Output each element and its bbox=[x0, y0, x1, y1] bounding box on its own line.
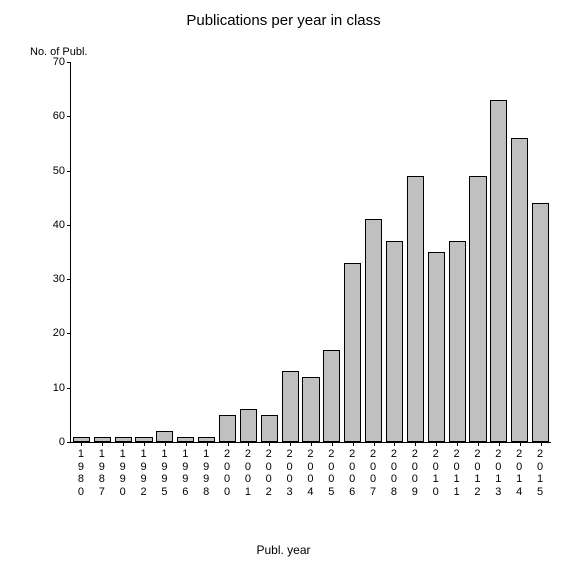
x-tick-label: 2007 bbox=[363, 442, 384, 499]
x-tick-label: 2004 bbox=[301, 442, 322, 499]
y-tick-mark bbox=[67, 279, 71, 280]
bar bbox=[469, 176, 486, 442]
x-tick-label: 1996 bbox=[175, 442, 196, 499]
bar bbox=[386, 241, 403, 442]
bar bbox=[532, 203, 549, 442]
x-tick-label: 2015 bbox=[530, 442, 551, 499]
y-tick-mark bbox=[67, 225, 71, 226]
y-tick-mark bbox=[67, 171, 71, 172]
x-tick-label: 2006 bbox=[342, 442, 363, 499]
x-tick-label: 1995 bbox=[154, 442, 175, 499]
x-tick-label: 1990 bbox=[113, 442, 134, 499]
bar bbox=[219, 415, 236, 442]
x-tick-label: 2011 bbox=[447, 442, 468, 499]
bar bbox=[365, 219, 382, 442]
x-tick-label: 2002 bbox=[259, 442, 280, 499]
bar bbox=[407, 176, 424, 442]
chart-title: Publications per year in class bbox=[0, 12, 567, 29]
x-tick-label: 2009 bbox=[405, 442, 426, 499]
bar bbox=[344, 263, 361, 442]
plot-area: 0102030405060701980198719901992199519961… bbox=[70, 62, 551, 443]
x-tick-label: 2003 bbox=[280, 442, 301, 499]
x-tick-label: 2013 bbox=[488, 442, 509, 499]
x-tick-label: 1998 bbox=[196, 442, 217, 499]
x-tick-label: 2000 bbox=[217, 442, 238, 499]
bar bbox=[261, 415, 278, 442]
x-tick-label: 2012 bbox=[468, 442, 489, 499]
x-tick-label: 1980 bbox=[71, 442, 92, 499]
y-tick-mark bbox=[67, 388, 71, 389]
bar bbox=[156, 431, 173, 442]
bar bbox=[282, 371, 299, 442]
bar bbox=[449, 241, 466, 442]
bar bbox=[511, 138, 528, 442]
x-axis-title: Publ. year bbox=[0, 543, 567, 557]
x-tick-label: 2001 bbox=[238, 442, 259, 499]
bar bbox=[490, 100, 507, 442]
y-tick-mark bbox=[67, 116, 71, 117]
bar bbox=[302, 377, 319, 442]
y-tick-mark bbox=[67, 333, 71, 334]
publications-bar-chart: Publications per year in class No. of Pu… bbox=[0, 0, 567, 567]
x-tick-label: 1987 bbox=[92, 442, 113, 499]
x-tick-label: 2014 bbox=[509, 442, 530, 499]
bar bbox=[428, 252, 445, 442]
x-tick-label: 2005 bbox=[321, 442, 342, 499]
x-tick-label: 1992 bbox=[134, 442, 155, 499]
y-tick-mark bbox=[67, 62, 71, 63]
bar bbox=[323, 350, 340, 442]
x-tick-label: 2010 bbox=[426, 442, 447, 499]
x-tick-label: 2008 bbox=[384, 442, 405, 499]
bar bbox=[240, 409, 257, 442]
